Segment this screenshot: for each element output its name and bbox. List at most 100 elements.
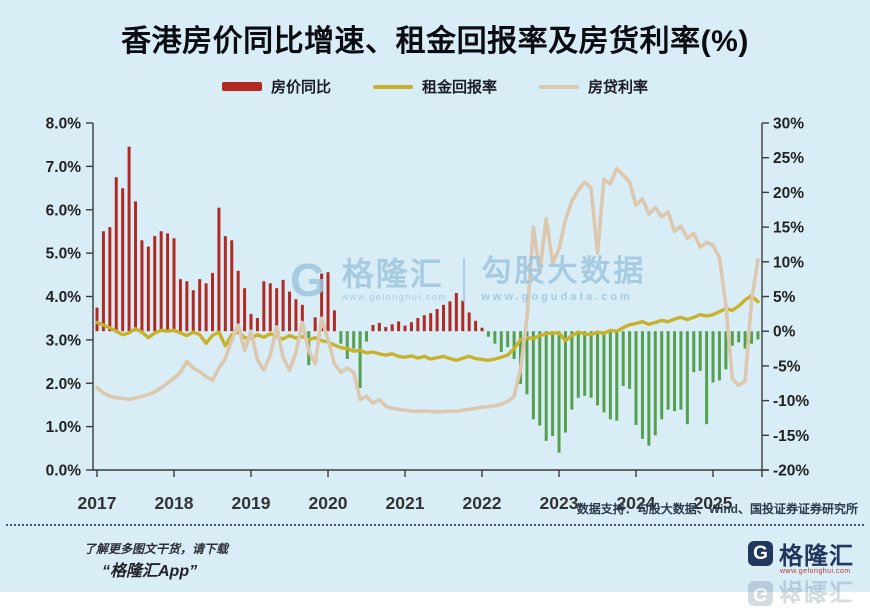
mortgage-rate-line: [95, 166, 760, 414]
svg-text:-20%: -20%: [773, 463, 809, 480]
mortgage-rate-swatch: [539, 84, 579, 89]
price-yoy-bar: [589, 331, 593, 398]
price-yoy-bar: [628, 331, 632, 389]
price-yoy-bar: [262, 281, 266, 332]
price-yoy-bar: [499, 331, 503, 353]
price-yoy-bar: [596, 331, 600, 406]
svg-text:5.0%: 5.0%: [46, 246, 82, 263]
rental-yield-line: [95, 293, 760, 362]
price-yoy-bar: [211, 272, 215, 332]
price-yoy-bar: [288, 291, 292, 332]
price-yoy-bar: [403, 325, 407, 332]
price-yoy-bar: [185, 281, 189, 332]
axes: [86, 122, 769, 477]
price-yoy-bar: [615, 331, 619, 421]
price-yoy-bar: [127, 146, 131, 332]
price-yoy-bar: [300, 304, 304, 332]
price-yoy-bar: [486, 331, 490, 337]
svg-text:2019: 2019: [232, 493, 271, 513]
price-yoy-bar: [352, 331, 356, 349]
price-yoy-bar: [660, 331, 664, 420]
brand-logo-icon-reflection: G: [748, 581, 773, 606]
price-yoy-bar: [737, 331, 741, 343]
price-yoy-bar: [416, 318, 420, 332]
price-yoy-bar: [384, 327, 388, 332]
price-yoy-bar: [583, 331, 587, 396]
price-yoy-bar: [551, 331, 555, 436]
price-yoy-bar: [692, 331, 696, 373]
legend-label: 租金回报率: [421, 79, 497, 96]
price-yoy-bar: [653, 331, 657, 436]
price-yoy-bar: [461, 300, 465, 332]
price-yoy-bar: [474, 320, 478, 332]
price-yoy-bar: [121, 188, 125, 332]
price-yoy-bar: [685, 331, 689, 425]
footer-promo-line2: “格隆汇App”: [102, 563, 198, 580]
price-yoy-bar: [114, 177, 118, 332]
price-yoy-bar: [711, 331, 715, 383]
price-yoy-bar: [146, 246, 150, 332]
price-yoy-bar: [454, 293, 458, 332]
price-yoy-bar: [294, 299, 298, 332]
price-yoy-bar: [390, 324, 394, 332]
price-yoy-bar: [268, 283, 272, 332]
svg-text:0.0%: 0.0%: [46, 463, 82, 480]
brand-logo: G 格隆汇 www.gelonghui.com G 格隆汇: [748, 536, 854, 611]
price-yoy-bar: [153, 236, 157, 332]
price-yoy-bar: [531, 331, 535, 420]
price-yoy-bar: [281, 279, 285, 332]
svg-text:2023: 2023: [540, 493, 579, 513]
price-yoy-bar: [345, 331, 349, 359]
svg-text:2021: 2021: [386, 493, 425, 513]
price-yoy-bar: [166, 233, 170, 332]
data-source-note: 数据支持：勾股大数据、Wind、国投证券证券研究所: [576, 502, 858, 516]
price-yoy-bar: [371, 324, 375, 332]
price-yoy-bar: [243, 288, 247, 332]
price-yoy-swatch: [221, 82, 262, 91]
price-yoy-bar: [435, 308, 439, 332]
price-yoy-bar: [95, 307, 99, 332]
price-yoy-bar: [178, 279, 182, 332]
price-yoy-bar: [409, 322, 413, 332]
price-yoy-bar: [647, 331, 651, 446]
legend-label: 房价同比: [270, 79, 331, 96]
price-yoy-bar: [101, 231, 105, 332]
price-yoy-bar: [730, 331, 734, 346]
price-yoy-bar: [442, 304, 446, 332]
price-yoy-bar: [608, 331, 612, 420]
brand-logo-reflection: G 格隆汇: [748, 576, 854, 611]
price-yoy-bar: [397, 321, 401, 332]
price-yoy-bar: [493, 331, 497, 344]
svg-text:7.0%: 7.0%: [46, 159, 82, 176]
price-yoy-bar: [198, 279, 202, 332]
svg-text:2025: 2025: [694, 493, 733, 513]
price-yoy-bar: [249, 313, 253, 332]
svg-text:2018: 2018: [155, 493, 194, 513]
price-yoy-bar: [429, 313, 433, 332]
price-yoy-bar: [512, 331, 516, 359]
price-yoy-bar: [339, 331, 343, 344]
svg-text:15%: 15%: [773, 220, 804, 237]
footer-divider: [6, 524, 864, 526]
footer-promo-line1: 了解更多图文干货，请下载: [84, 542, 229, 556]
brand-logo-row: G 格隆汇: [748, 536, 854, 571]
svg-text:30%: 30%: [773, 116, 804, 133]
legend-item-rental-yield: 租金回报率: [372, 76, 497, 97]
price-yoy-bar: [108, 227, 112, 332]
price-yoy-bar: [204, 283, 208, 332]
combo-chart: 8.0% 7.0% 6.0% 5.0% 4.0% 3.0% 2.0% 1.0% 0.0% 30% 2…: [46, 116, 810, 514]
legend: 房价同比 租金回报率 房贷利率: [0, 76, 870, 97]
svg-text:2.0%: 2.0%: [46, 376, 82, 393]
price-yoy-bar: [313, 317, 317, 332]
price-yoy-bar: [724, 331, 728, 370]
svg-text:2020: 2020: [309, 493, 348, 513]
price-yoy-bar: [236, 270, 240, 332]
svg-text:5%: 5%: [773, 289, 796, 306]
svg-text:3.0%: 3.0%: [46, 332, 82, 349]
svg-text:2022: 2022: [463, 493, 502, 513]
price-yoy-bar: [525, 331, 529, 395]
price-yoy-bar: [563, 331, 567, 433]
svg-text:2017: 2017: [78, 493, 117, 513]
svg-text:25%: 25%: [773, 150, 804, 167]
